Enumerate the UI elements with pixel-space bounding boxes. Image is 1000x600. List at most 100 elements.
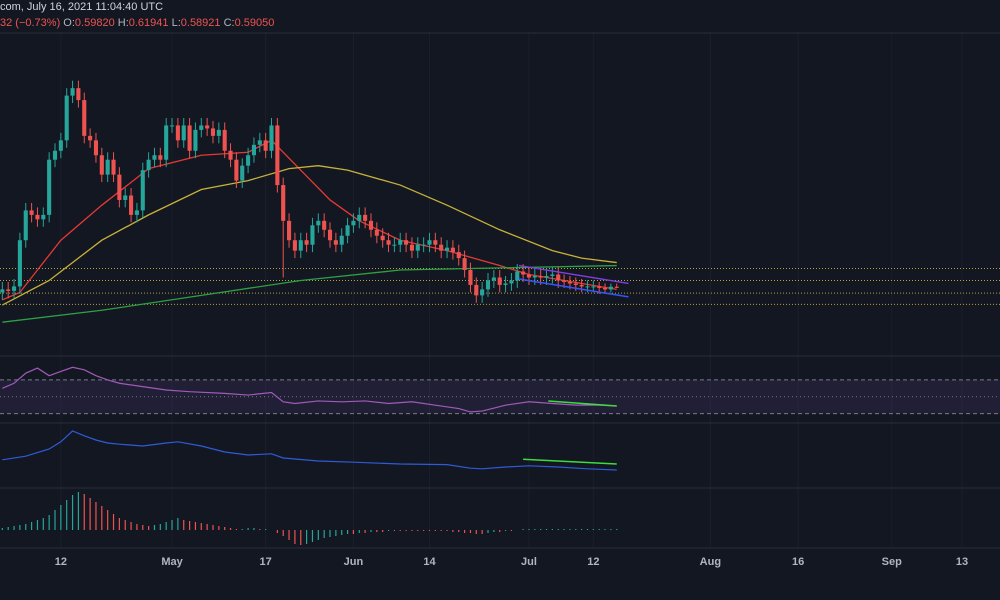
- candle-body: [93, 140, 99, 156]
- candle-body: [474, 284, 479, 296]
- change: 32 (−0.73%): [0, 17, 60, 29]
- candle-body: [76, 88, 81, 101]
- candle-body: [23, 210, 28, 241]
- candle-body: [409, 244, 414, 251]
- candle-body: [503, 283, 508, 285]
- candle-body: [556, 274, 561, 281]
- candle-body: [480, 289, 485, 296]
- candle-body: [216, 129, 221, 136]
- oscillator-divergence: [523, 458, 617, 465]
- candle-body: [392, 244, 397, 246]
- x-tick-label: 13: [956, 556, 968, 568]
- x-tick-label: 12: [55, 556, 67, 568]
- candle-body: [439, 244, 444, 251]
- candle-body: [287, 220, 292, 241]
- candle-body: [386, 240, 391, 245]
- candle-body: [251, 144, 256, 156]
- candle-body: [380, 235, 385, 241]
- candle-body: [181, 125, 186, 141]
- candle-body: [404, 240, 409, 245]
- candle-body: [263, 140, 268, 151]
- x-tick-label: 14: [423, 556, 436, 568]
- candle-body: [222, 129, 227, 151]
- candle-body: [298, 240, 303, 251]
- candle-body: [111, 159, 116, 175]
- x-tick-label: Jul: [521, 556, 537, 568]
- candle-body: [614, 286, 619, 288]
- label: L:: [172, 17, 181, 29]
- candle-body: [456, 252, 461, 259]
- candle-body: [339, 235, 344, 245]
- candle-body: [562, 280, 567, 282]
- candle-body: [123, 195, 128, 200]
- x-tick-label: Sep: [882, 556, 902, 568]
- candle-body: [398, 240, 403, 245]
- low: 0.58921: [181, 17, 221, 29]
- candle-body: [134, 210, 139, 215]
- candle-body: [427, 240, 432, 245]
- candle-body: [35, 214, 40, 220]
- candle-body: [129, 195, 134, 215]
- candle-body: [11, 286, 17, 291]
- moving-average: [2, 165, 617, 306]
- candle-body: [421, 244, 426, 246]
- candle-body: [169, 125, 175, 127]
- candle-body: [257, 140, 262, 145]
- candle-body: [210, 128, 216, 136]
- candle-body: [322, 220, 327, 230]
- candle-body: [193, 129, 198, 151]
- candle-body: [327, 229, 333, 241]
- open: 0.59820: [75, 17, 115, 29]
- candle-body: [363, 214, 368, 221]
- candle-body: [444, 247, 450, 251]
- candle-body: [497, 277, 502, 285]
- label: O:: [63, 17, 75, 29]
- candle-body: [573, 283, 578, 285]
- candle-body: [333, 240, 338, 245]
- candle-body: [52, 150, 58, 160]
- candle-body: [526, 274, 532, 278]
- x-tick-label: Aug: [700, 556, 721, 568]
- candle-body: [316, 220, 321, 226]
- candle-body: [538, 275, 543, 278]
- label: C:: [224, 17, 235, 29]
- candle-body: [450, 247, 455, 253]
- candle-body: [415, 244, 420, 251]
- candle-body: [579, 284, 584, 287]
- candle-body: [368, 220, 374, 230]
- candle-body: [41, 214, 46, 220]
- candle-body: [246, 155, 251, 166]
- candle-body: [374, 229, 379, 236]
- candle-body: [597, 286, 602, 288]
- label: H:: [118, 17, 129, 29]
- candle-body: [509, 280, 514, 284]
- candle-body: [117, 174, 122, 200]
- candle-body: [6, 289, 11, 291]
- candle-body: [82, 100, 87, 136]
- trendline: [518, 278, 629, 298]
- candle-body: [521, 271, 526, 275]
- candle-body: [187, 125, 192, 151]
- candle-body: [345, 225, 350, 236]
- candle-body: [199, 125, 204, 130]
- candle-body: [310, 225, 315, 245]
- candle-body: [433, 240, 438, 245]
- candle-body: [228, 150, 233, 160]
- candle-body: [468, 270, 473, 285]
- x-tick-label: May: [161, 556, 183, 568]
- x-tick-label: Jun: [344, 556, 364, 568]
- candle-body: [70, 88, 75, 96]
- candle-body: [88, 135, 93, 141]
- candle-body: [544, 275, 549, 278]
- candle-body: [304, 240, 309, 245]
- candle-body: [281, 185, 286, 221]
- candle-body: [234, 159, 239, 181]
- candle-body: [164, 125, 169, 160]
- candle-body: [240, 165, 245, 181]
- candle-body: [0, 289, 5, 293]
- candle-body: [105, 159, 110, 175]
- candle-body: [64, 95, 69, 141]
- candle-body: [292, 240, 297, 251]
- candle-body: [146, 159, 151, 171]
